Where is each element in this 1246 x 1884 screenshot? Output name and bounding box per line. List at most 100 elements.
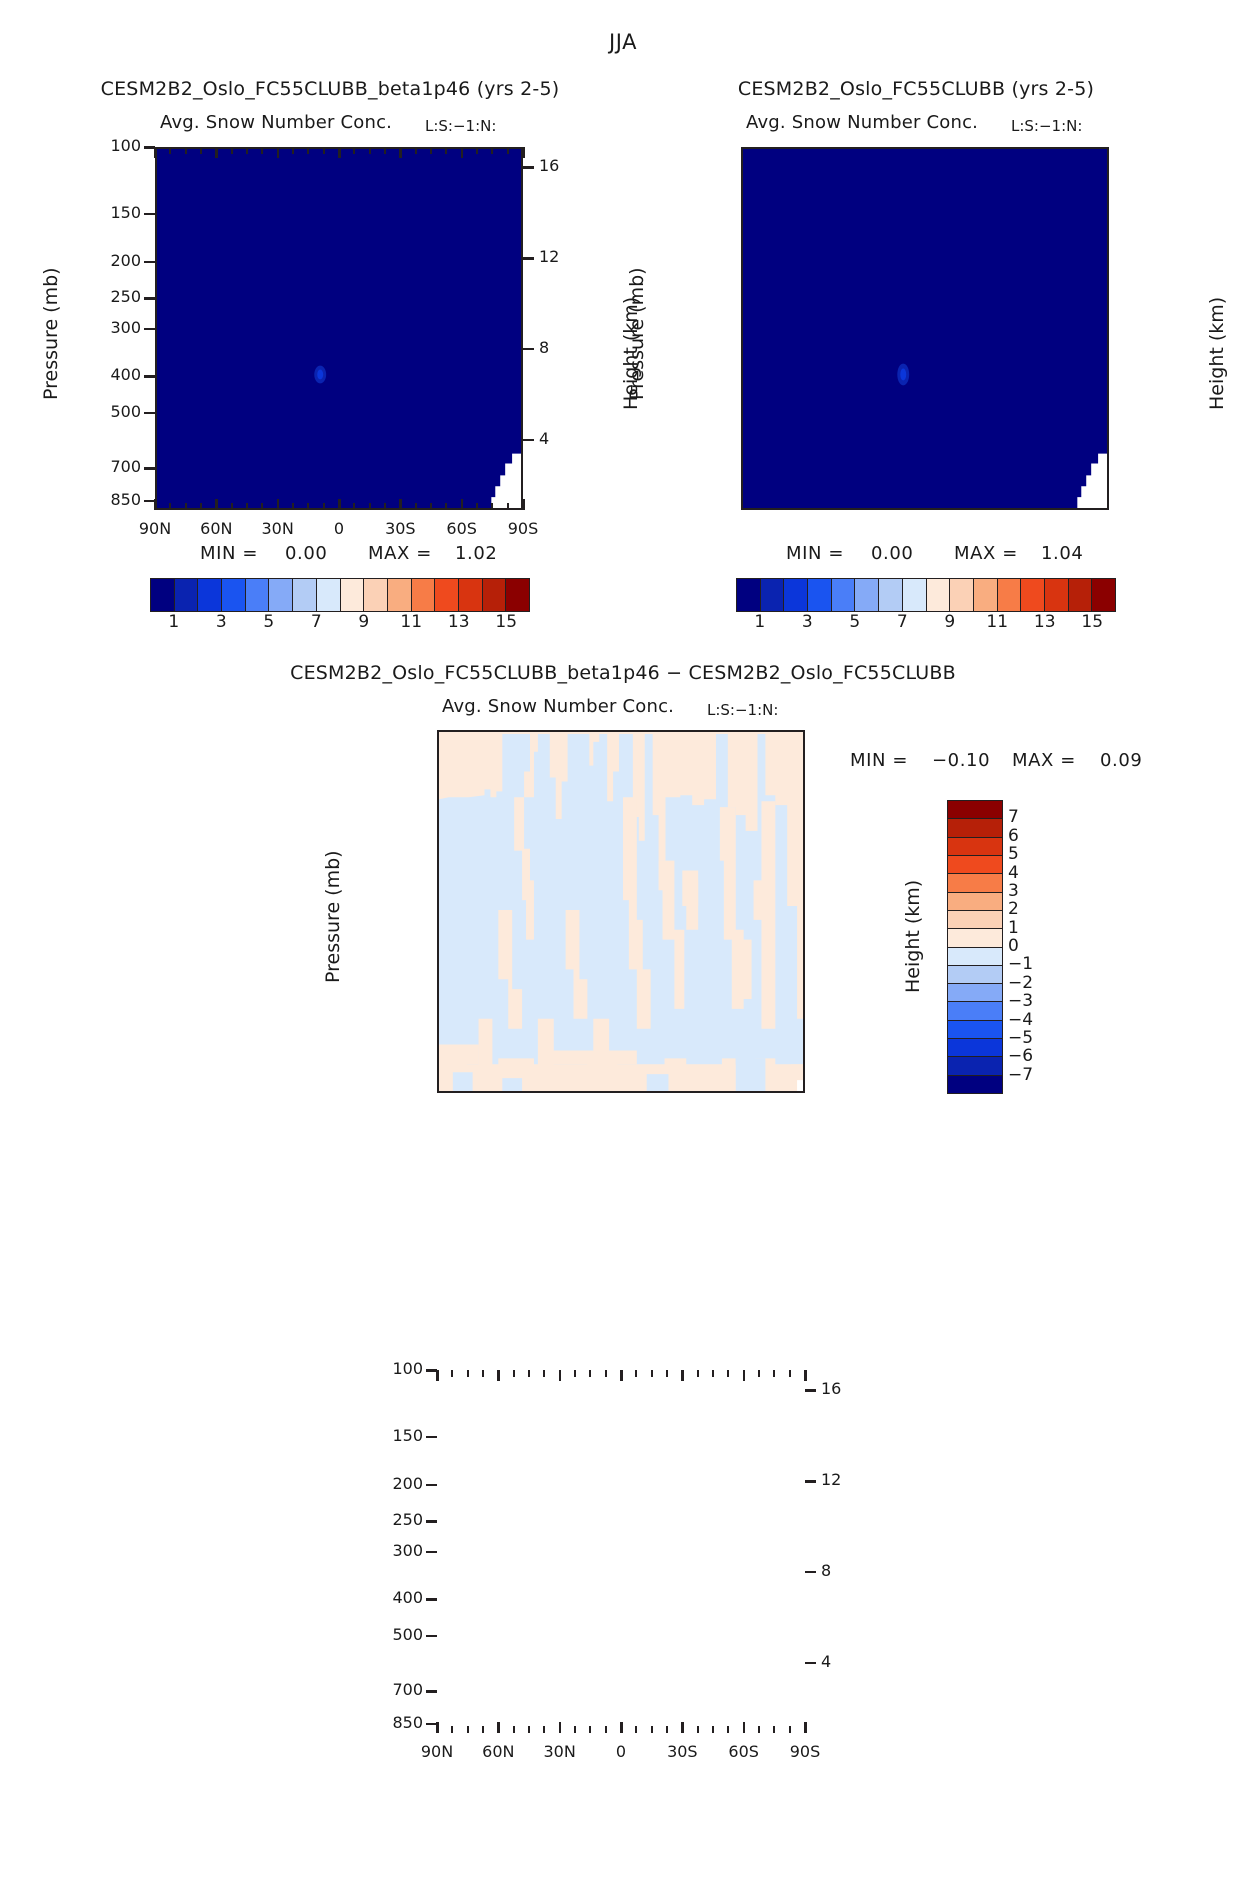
colorbar-swatch[interactable] bbox=[1044, 579, 1069, 611]
colorbar-swatch[interactable] bbox=[760, 579, 785, 611]
colorbar-swatch[interactable] bbox=[340, 579, 365, 611]
colorbar-tick-label: 4 bbox=[1008, 862, 1019, 883]
colorbar-swatch[interactable] bbox=[948, 874, 1002, 893]
colorbar-swatch[interactable] bbox=[879, 579, 903, 611]
latitude-tick bbox=[436, 1722, 439, 1733]
colorbar-tick-label: 7 bbox=[896, 612, 908, 632]
panel-left: CESM2B2_Oslo_FC55CLUBB_beta1p46 (yrs 2-5… bbox=[0, 0, 660, 640]
pressure-tick-label: 100 bbox=[392, 1359, 423, 1378]
panel-difference: CESM2B2_Oslo_FC55CLUBB_beta1p46 − CESM2B… bbox=[0, 640, 1246, 1761]
latitude-tick-label: 60N bbox=[482, 1742, 515, 1761]
pressure-tick-label: 500 bbox=[110, 401, 141, 421]
colorbar-swatch[interactable] bbox=[948, 910, 1002, 930]
colorbar-swatch[interactable] bbox=[482, 579, 507, 611]
pressure-tick bbox=[144, 297, 155, 300]
latitude-tick bbox=[742, 1722, 746, 1733]
latitude-tick-label: 90N bbox=[138, 519, 172, 538]
panel-right-y2-axis-title: Height (km) bbox=[1206, 296, 1228, 410]
colorbar-swatch[interactable] bbox=[198, 579, 223, 611]
height-tick bbox=[805, 1661, 816, 1665]
colorbar-swatch[interactable] bbox=[174, 579, 199, 611]
colorbar-swatch[interactable] bbox=[506, 579, 529, 611]
colorbar-swatch[interactable] bbox=[948, 1057, 1002, 1076]
panel-left-plot-area[interactable] bbox=[155, 147, 523, 510]
colorbar-swatch[interactable] bbox=[948, 819, 1002, 838]
colorbar-swatch[interactable] bbox=[973, 579, 998, 611]
panel-right-plot-area[interactable] bbox=[741, 147, 1109, 510]
colorbar-swatch[interactable] bbox=[1092, 579, 1115, 611]
pressure-tick-label: 700 bbox=[392, 1680, 423, 1700]
colorbar-swatch[interactable] bbox=[831, 579, 856, 611]
panel-right-max-value: 1.04 bbox=[1041, 543, 1084, 564]
colorbar-swatch[interactable] bbox=[926, 579, 951, 611]
colorbar-swatch[interactable] bbox=[948, 1020, 1002, 1040]
colorbar-swatch[interactable] bbox=[784, 579, 809, 611]
colorbar-swatch[interactable] bbox=[948, 1039, 1002, 1058]
panel-left-colorbar[interactable] bbox=[150, 578, 530, 612]
colorbar-swatch[interactable] bbox=[737, 579, 761, 611]
colorbar-swatch[interactable] bbox=[997, 579, 1022, 611]
colorbar-tick-label: 1 bbox=[1008, 917, 1019, 938]
colorbar-swatch[interactable] bbox=[948, 837, 1002, 856]
pressure-tick bbox=[144, 411, 155, 415]
colorbar-swatch[interactable] bbox=[151, 579, 175, 611]
panel-right-y-axis-title: Pressure (mb) bbox=[626, 267, 648, 400]
pressure-tick bbox=[426, 1598, 437, 1601]
colorbar-swatch[interactable] bbox=[808, 579, 832, 611]
colorbar-tick-label: 15 bbox=[495, 612, 518, 632]
latitude-tick-label: 60S bbox=[446, 519, 477, 538]
height-tick-label: 12 bbox=[821, 1470, 842, 1490]
latitude-minor-tick bbox=[589, 1370, 592, 1377]
colorbar-swatch[interactable] bbox=[948, 984, 1002, 1003]
colorbar-swatch[interactable] bbox=[222, 579, 246, 611]
colorbar-swatch[interactable] bbox=[1021, 579, 1045, 611]
latitude-tick bbox=[742, 1370, 746, 1381]
colorbar-tick-label: 9 bbox=[944, 612, 956, 632]
panel-right-variable-sub: L:S:−1:N: bbox=[1011, 117, 1083, 135]
colorbar-swatch[interactable] bbox=[950, 579, 974, 611]
colorbar-swatch[interactable] bbox=[364, 579, 388, 611]
colorbar-swatch[interactable] bbox=[435, 579, 459, 611]
panel-left-title: CESM2B2_Oslo_FC55CLUBB_beta1p46 (yrs 2-5… bbox=[100, 78, 560, 100]
colorbar-swatch[interactable] bbox=[948, 892, 1002, 911]
panel-difference-plot-area[interactable] bbox=[437, 730, 805, 1093]
latitude-tick-label: 90S bbox=[789, 1742, 821, 1761]
colorbar-swatch[interactable] bbox=[1068, 579, 1093, 611]
colorbar-swatch[interactable] bbox=[316, 579, 341, 611]
latitude-minor-tick bbox=[482, 1726, 484, 1733]
pressure-tick bbox=[426, 1483, 437, 1486]
colorbar-swatch[interactable] bbox=[458, 579, 483, 611]
colorbar-swatch[interactable] bbox=[948, 1002, 1002, 1021]
colorbar-swatch[interactable] bbox=[948, 801, 1002, 820]
panel-difference-colorbar-labels: 7 6 5 4 3 2 1 0 −1 −2 −3 −4 −5 −6 −7 bbox=[1008, 800, 1068, 1094]
panel-difference-colorbar[interactable] bbox=[947, 800, 1003, 1094]
latitude-minor-tick bbox=[589, 1726, 592, 1733]
colorbar-swatch[interactable] bbox=[948, 965, 1002, 985]
colorbar-tick-label: 13 bbox=[1033, 612, 1056, 632]
colorbar-swatch[interactable] bbox=[293, 579, 317, 611]
colorbar-swatch[interactable] bbox=[948, 929, 1002, 948]
colorbar-swatch[interactable] bbox=[948, 1075, 1002, 1093]
colorbar-swatch[interactable] bbox=[245, 579, 270, 611]
pressure-tick-label: 100 bbox=[110, 136, 141, 155]
pressure-tick bbox=[426, 1634, 437, 1638]
height-tick-label: 4 bbox=[821, 1651, 832, 1671]
colorbar-tick-label: −2 bbox=[1008, 972, 1034, 993]
colorbar-tick-label: 0 bbox=[1008, 936, 1019, 956]
colorbar-swatch[interactable] bbox=[902, 579, 927, 611]
colorbar-swatch[interactable] bbox=[411, 579, 436, 611]
panel-right-colorbar[interactable] bbox=[736, 578, 1116, 612]
colorbar-swatch[interactable] bbox=[387, 579, 412, 611]
height-tick bbox=[805, 1570, 816, 1574]
latitude-minor-tick bbox=[528, 1726, 530, 1733]
pressure-tick bbox=[426, 1550, 437, 1553]
colorbar-swatch[interactable] bbox=[269, 579, 294, 611]
colorbar-swatch[interactable] bbox=[948, 947, 1002, 966]
panel-difference-min-value: −0.10 bbox=[932, 750, 991, 771]
panel-left-variable-title: Avg. Snow Number Conc. bbox=[160, 112, 393, 133]
panel-difference-max-label: MAX = bbox=[1012, 750, 1076, 771]
pressure-tick bbox=[426, 1690, 437, 1693]
colorbar-swatch[interactable] bbox=[948, 855, 1002, 875]
panel-left-y-axis-title: Pressure (mb) bbox=[40, 267, 62, 400]
colorbar-swatch[interactable] bbox=[855, 579, 880, 611]
